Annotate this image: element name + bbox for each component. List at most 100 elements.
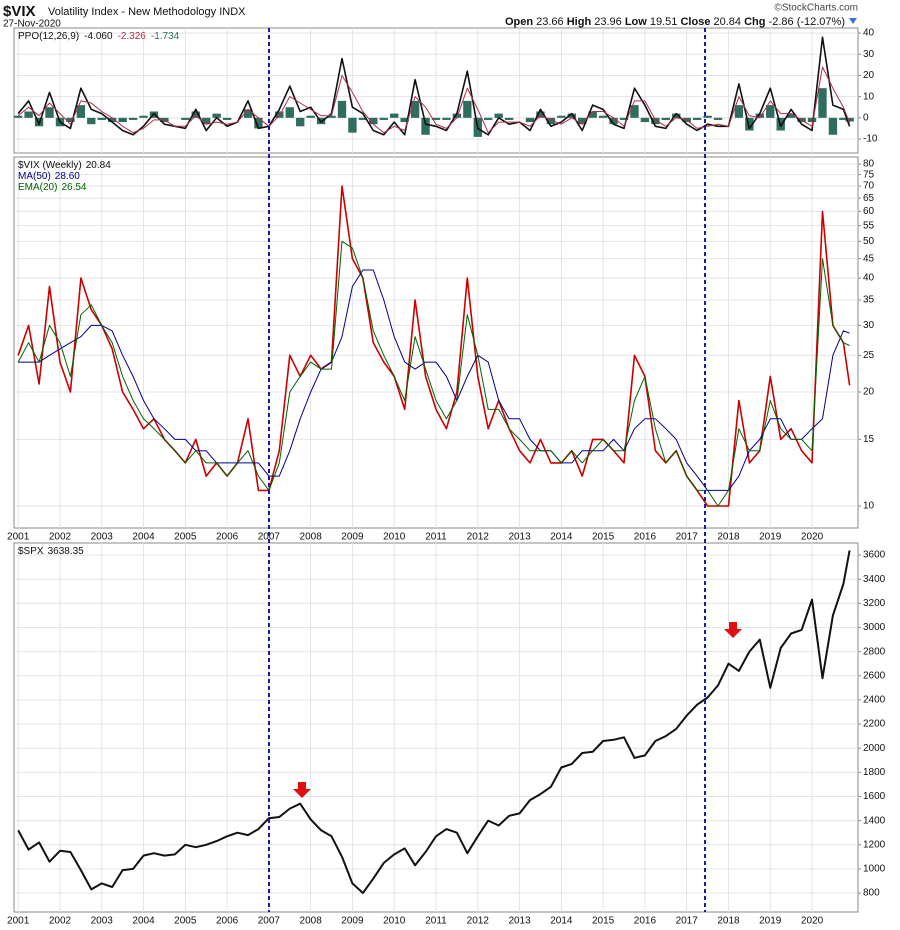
histogram-bar	[745, 117, 754, 131]
x-tick-label: 2011	[425, 916, 447, 927]
y-tick-label: 10	[863, 501, 875, 512]
x-tick-label: 2004	[132, 532, 155, 543]
histogram-bar	[845, 117, 854, 122]
histogram-bar	[442, 117, 451, 120]
quote-value: 23.66	[536, 16, 564, 28]
y-tick-label: 800	[863, 888, 880, 899]
y-tick-label: 30	[863, 49, 875, 60]
legend-entry: $SPX 3638.35	[18, 546, 84, 557]
legend-value: -1.734	[151, 31, 180, 42]
arrow	[293, 782, 311, 798]
x-tick-label: 2010	[383, 532, 406, 543]
histogram-bar	[369, 117, 378, 125]
x-tick-label: 2015	[592, 532, 615, 543]
histogram-bar	[828, 117, 838, 135]
x-tick-label: 2002	[49, 532, 72, 543]
x-tick-label: 2003	[91, 532, 114, 543]
y-tick-label: 1400	[863, 815, 886, 826]
histogram-bar	[400, 117, 409, 123]
credit: ©StockCharts.com	[774, 3, 858, 14]
x-tick-label: 2017	[676, 916, 699, 927]
y-tick-label: 10	[863, 91, 875, 102]
x-tick-label: 2008	[300, 916, 323, 927]
x-tick-label: 2016	[634, 532, 657, 543]
y-tick-label: 3000	[863, 622, 886, 633]
histogram-bar	[337, 100, 347, 118]
histogram-bar	[818, 88, 827, 118]
x-tick-label: 2001	[7, 532, 30, 543]
histogram-bar	[713, 117, 723, 120]
panels: -10 0 10 20 30 40 PPO(12,26,9) -4.060 -2.326 -1.7…	[7, 27, 886, 927]
histogram-bar	[212, 113, 221, 118]
x-tick-label: 2006	[216, 916, 239, 927]
histogram-bar	[118, 117, 127, 123]
histogram-bar	[379, 117, 388, 120]
x-tick-label: 2017	[676, 532, 699, 543]
y-tick-label: 25	[863, 350, 875, 361]
histogram-bar	[640, 117, 650, 123]
y-tick-label: 3400	[863, 574, 886, 585]
y-tick-label: 2800	[863, 646, 886, 657]
x-tick-label: 2018	[717, 532, 740, 543]
series-line	[17, 550, 851, 894]
y-tick-label: 30	[863, 320, 875, 331]
y-tick-label: 1600	[863, 791, 886, 802]
arrow	[724, 622, 742, 638]
histogram-bar	[76, 105, 86, 118]
histogram-bar	[546, 117, 556, 125]
histogram-bar	[87, 117, 96, 125]
y-tick-label: 50	[863, 236, 875, 247]
y-tick-label: 1800	[863, 767, 886, 778]
y-tick-label: 2600	[863, 670, 886, 681]
histogram-bar	[630, 105, 639, 118]
x-tick-label: 2010	[383, 916, 406, 927]
histogram-bar	[692, 117, 702, 120]
legend: PPO(12,26,9) -4.060 -2.326 -1.734	[18, 31, 180, 42]
x-tick-label: 2011	[425, 532, 447, 543]
legend-value: 28.60	[55, 171, 80, 182]
histogram-bar	[734, 105, 744, 118]
x-tick-label: 2016	[634, 916, 657, 927]
x-tick-label: 2019	[759, 916, 782, 927]
histogram-bar	[504, 117, 514, 120]
x-tick-label: 2015	[592, 916, 615, 927]
histogram-bar	[254, 117, 263, 129]
overlay	[268, 28, 742, 912]
histogram-bar	[598, 115, 608, 118]
histogram-bar	[285, 107, 294, 118]
histogram-bar	[327, 115, 336, 118]
x-tick-label: 2009	[341, 916, 364, 927]
histogram-bar	[786, 113, 796, 118]
legend-entry: $VIX (Weekly) 20.84	[18, 160, 111, 171]
histogram-bar	[181, 117, 190, 120]
legend-name: EMA(20)	[18, 182, 57, 193]
y-tick-label: 1000	[863, 864, 886, 875]
x-tick-label: 2003	[91, 916, 114, 927]
quote-value: 19.51	[650, 16, 678, 28]
legend-value: 20.84	[86, 160, 111, 171]
x-tick-label: 2018	[717, 916, 740, 927]
histogram-bar	[839, 117, 848, 120]
x-tick-label: 2014	[550, 532, 573, 543]
series-line	[17, 66, 851, 134]
y-tick-label: 20	[863, 70, 875, 81]
histogram-bar	[703, 115, 712, 118]
y-tick-label: 2200	[863, 719, 886, 730]
x-tick-label: 2004	[132, 916, 155, 927]
dropdown-icon[interactable]	[849, 18, 857, 24]
quote-value: -2.86 (-12.07%)	[769, 16, 845, 28]
histogram-bar	[348, 117, 357, 133]
y-tick-label: 3600	[863, 550, 886, 561]
histogram-bar	[588, 111, 597, 118]
y-tick-label: 2400	[863, 695, 886, 706]
x-tick-label: 2012	[467, 532, 490, 543]
legend-value: -2.326	[118, 31, 147, 42]
quote-label: High	[567, 16, 592, 28]
histogram-bar	[390, 113, 399, 118]
y-tick-label: 75	[863, 169, 875, 180]
quote-label: Low	[625, 16, 647, 28]
histogram-bar	[619, 117, 629, 120]
series-line	[17, 240, 850, 507]
quote-value: 20.84	[714, 16, 742, 28]
quote-label: Open	[505, 16, 533, 28]
